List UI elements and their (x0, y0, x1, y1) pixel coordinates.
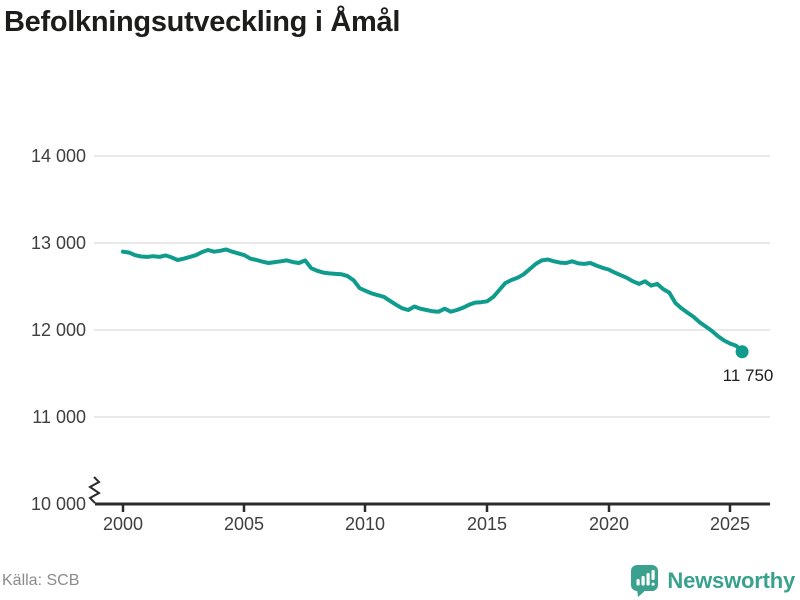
population-line (121, 247, 745, 354)
y-tick-label: 11 000 (32, 407, 86, 427)
source-attribution: Källa: SCB (2, 572, 80, 589)
y-tick-label: 14 000 (31, 146, 86, 166)
y-tick-label: 10 000 (31, 494, 86, 514)
x-axis-labels: 2000 2005 2010 2015 2020 2025 (103, 514, 750, 534)
newsworthy-logo-text: Newsworthy (667, 567, 795, 593)
y-axis-labels: 14 000 13 000 12 000 11 000 10 000 (31, 146, 86, 514)
last-point-value-label: 11 750 (723, 366, 774, 385)
newsworthy-logo: Newsworthy (630, 564, 795, 597)
y-tick-label: 12 000 (31, 320, 86, 340)
last-point-dot (735, 345, 749, 359)
newsworthy-bar-chart-bubble-icon (631, 565, 659, 597)
x-axis-ticks (121, 504, 732, 512)
x-tick-label: 2025 (710, 514, 750, 534)
gridlines (94, 155, 770, 418)
x-axis: 2000 2005 2010 2015 2020 2025 (88, 476, 770, 534)
x-tick-label: 2000 (103, 514, 143, 534)
page-title: Befolkningsutveckling i Åmål (4, 6, 401, 38)
x-tick-label: 2005 (224, 514, 264, 534)
x-tick-label: 2015 (467, 514, 507, 534)
x-tick-label: 2010 (345, 514, 385, 534)
y-tick-label: 13 000 (31, 233, 86, 253)
axis-break-icon (88, 476, 101, 504)
x-tick-label: 2020 (589, 514, 629, 534)
